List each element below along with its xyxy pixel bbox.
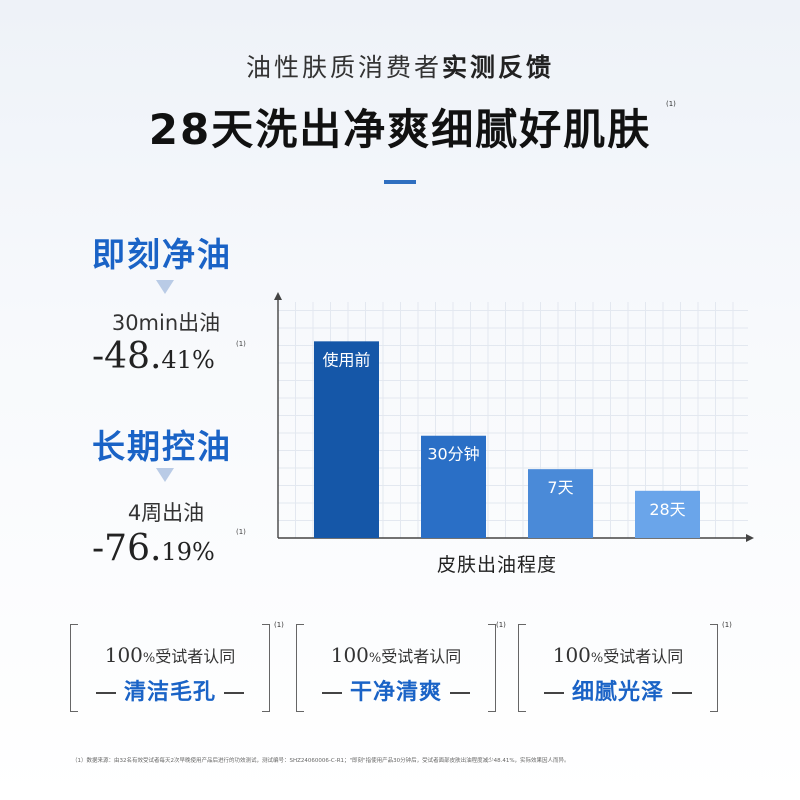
badge-footnote-marker: (1) xyxy=(274,621,284,629)
badge-percent: % xyxy=(590,651,604,666)
stat-value-dec: 41% xyxy=(161,346,215,374)
chart-bars: 使用前 30分钟 7天 28天 xyxy=(314,341,700,538)
bracket-left xyxy=(70,624,78,712)
badge-agreement: 100%受试者认同 xyxy=(518,643,718,667)
stat-footnote-marker: (1) xyxy=(236,340,246,348)
badge-claim: 细腻光泽 xyxy=(518,674,718,706)
claim-badge-clean: 100%受试者认同 干净清爽 (1) xyxy=(296,621,506,712)
footnote: （1）数据来源：由32名有效受试者每天2次早晚使用产品后进行的功效测试，测试编号… xyxy=(72,758,570,764)
bar-label-1: 使用前 xyxy=(322,350,370,369)
stat-label-instant: 30min出油 xyxy=(111,311,221,335)
bar-label-2: 30分钟 xyxy=(427,445,479,464)
bar-4 xyxy=(635,490,700,538)
stat-heading-instant: 即刻净油 xyxy=(92,235,232,274)
badge-percent: % xyxy=(368,651,382,666)
page-subtitle: 油性肤质消费者实测反馈 xyxy=(0,48,800,84)
y-axis-arrow-icon xyxy=(274,292,282,300)
bar-label-3: 7天 xyxy=(547,478,573,497)
stat-value-instant: -48.41% xyxy=(92,336,215,377)
dash-line xyxy=(95,692,116,694)
bar-3 xyxy=(528,469,593,538)
bracket-right xyxy=(262,624,270,712)
title-divider xyxy=(384,180,416,184)
bar-2 xyxy=(421,435,486,538)
subtitle-regular: 油性肤质消费者 xyxy=(245,53,442,82)
badge-text: 受试者认同 xyxy=(381,647,462,666)
x-axis-label: 皮肤出油程度 xyxy=(437,554,558,576)
badge-agreement: 100%受试者认同 xyxy=(296,643,496,667)
bracket-right xyxy=(710,624,718,712)
claim-badge-smooth: 100%受试者认同 细腻光泽 (1) xyxy=(518,621,732,712)
stat-value-longterm: -76.19% xyxy=(92,528,215,569)
bracket-right xyxy=(488,624,496,712)
page-title: 28天洗出净爽细腻好肌肤 xyxy=(148,105,652,154)
badge-number: 100 xyxy=(104,643,143,667)
badge-text: 受试者认同 xyxy=(603,647,684,666)
oil-level-bar-chart: 使用前 30分钟 7天 28天 xyxy=(274,292,754,542)
dash-line xyxy=(321,692,342,694)
badge-claim: 干净清爽 xyxy=(296,674,496,706)
badge-footnote-marker: (1) xyxy=(496,621,506,629)
dash-line xyxy=(224,692,244,694)
badge-percent: % xyxy=(142,651,156,666)
stat-footnote-marker: (1) xyxy=(236,528,246,536)
badge-claim-text: 清洁毛孔 xyxy=(123,680,216,705)
stat-heading-longterm: 长期控油 xyxy=(92,427,232,466)
bar-label-4: 28天 xyxy=(649,500,685,519)
badge-claim-text: 干净清爽 xyxy=(349,680,442,705)
dash-line xyxy=(450,692,470,694)
x-axis-arrow-icon xyxy=(746,534,754,542)
bracket-left xyxy=(296,624,304,712)
badge-claim-text: 细腻光泽 xyxy=(571,680,664,705)
stat-label-longterm: 4周出油 xyxy=(127,501,205,525)
badge-claim: 清洁毛孔 xyxy=(70,674,270,706)
bracket-left xyxy=(518,624,526,712)
down-triangle-icon xyxy=(156,468,174,482)
stat-value-dec: 19% xyxy=(161,538,215,566)
badge-number: 100 xyxy=(552,643,591,667)
badge-agreement: 100%受试者认同 xyxy=(70,643,270,667)
badge-footnote-marker: (1) xyxy=(722,621,732,629)
subtitle-bold: 实测反馈 xyxy=(442,53,555,82)
bar-1 xyxy=(314,341,379,538)
badge-text: 受试者认同 xyxy=(155,647,236,666)
stat-value-int: -76. xyxy=(92,528,162,569)
stat-value-int: -48. xyxy=(92,336,162,377)
dash-line xyxy=(543,692,564,694)
claim-badge-pores: 100%受试者认同 清洁毛孔 (1) xyxy=(70,621,284,712)
dash-line xyxy=(672,692,692,694)
badge-number: 100 xyxy=(330,643,369,667)
down-triangle-icon xyxy=(156,280,174,294)
title-footnote-marker: (1) xyxy=(666,100,676,108)
